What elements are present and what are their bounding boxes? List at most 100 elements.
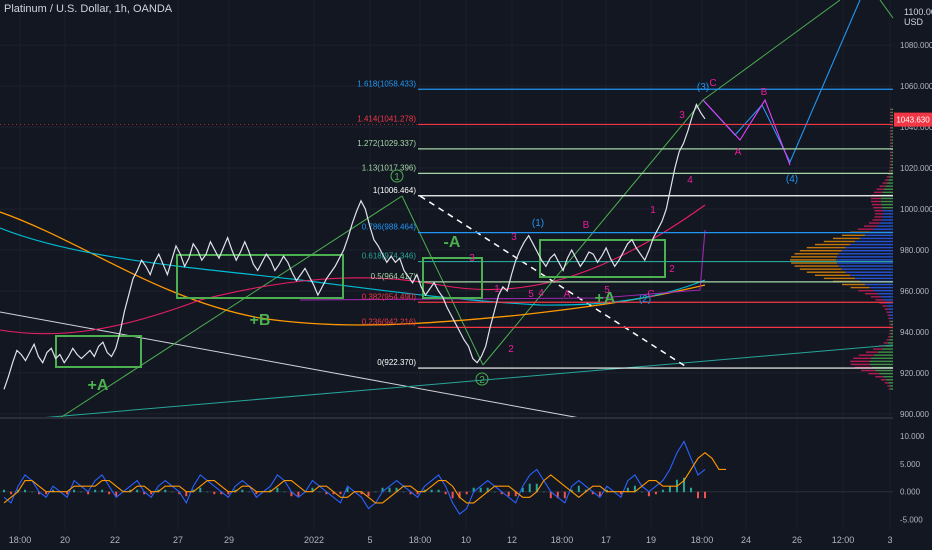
vp-bar: [888, 317, 891, 320]
vp-bar: [845, 246, 893, 249]
vp-bar: [890, 320, 893, 323]
osc-tick-label: 10.000: [900, 432, 925, 441]
time-tick-label: 10: [461, 535, 471, 545]
vp-bar: [879, 185, 886, 187]
fib-label: 0.786(988.464): [362, 223, 417, 232]
range-boxes: [55, 239, 666, 368]
osc-histogram-bar: [346, 487, 349, 493]
last-price-text: 1043.630: [896, 116, 930, 125]
wave-circle: [475, 372, 489, 386]
vp-bar: [836, 259, 893, 261]
osc-tick-label: 0.000: [900, 488, 921, 497]
osc-histogram-bar: [213, 491, 216, 495]
vp-bar: [874, 213, 884, 215]
osc-histogram-bar: [388, 487, 391, 493]
vp-bar: [889, 151, 892, 154]
last-price-box: [894, 112, 932, 127]
vp-bar: [883, 376, 893, 378]
wave-label-magenta: C: [647, 289, 654, 300]
time-tick-label: 18:00: [691, 535, 714, 545]
vp-bar: [891, 120, 893, 123]
time-axis[interactable]: 18:00 20 22 27 29 2022 5 18:00 10 12 18:00 17 19 18:0…: [9, 535, 893, 545]
channel-green-1: [59, 195, 403, 419]
axis-top-label: 1100.000: [904, 7, 932, 17]
vp-bar: [864, 225, 878, 227]
wave-label-magenta: 3: [469, 253, 475, 264]
vp-bar: [799, 268, 842, 270]
osc-histogram-bar: [178, 491, 181, 495]
osc-histogram-bar: [507, 491, 510, 497]
vp-bar: [890, 170, 893, 172]
osc-histogram-bar: [444, 491, 447, 495]
vp-bar: [870, 296, 881, 298]
vp-bar: [799, 250, 842, 252]
vp-bar: [873, 289, 893, 292]
time-tick-label: 27: [173, 535, 183, 545]
fib-label: 0(922.370): [377, 358, 416, 367]
osc-histogram-bar: [318, 491, 321, 493]
osc-histogram-bar: [619, 491, 622, 495]
currency-label[interactable]: 1100.000 USD: [904, 7, 932, 27]
vp-bar: [889, 145, 892, 147]
fib-label: 1.618(1058.433): [357, 79, 416, 88]
oscillator-axis[interactable]: 10.000 5.000 0.000 -5.000: [900, 432, 925, 525]
price-tick-label: 940.000: [900, 328, 929, 337]
vp-bar: [874, 354, 893, 356]
vp-bar: [850, 274, 893, 276]
vp-bar: [882, 216, 893, 218]
vp-bar: [877, 293, 893, 295]
time-tick-label: 17: [601, 535, 611, 545]
vp-bar: [871, 200, 881, 203]
osc-histogram-bar: [542, 491, 545, 493]
price-tick-label: 1020.000: [900, 164, 932, 173]
vp-bar: [889, 167, 892, 169]
vp-bar: [890, 108, 892, 111]
time-tick-label: 12: [507, 535, 517, 545]
vp-bar: [885, 345, 893, 347]
dashed-trendline: [419, 195, 686, 367]
time-tick-label: 24: [741, 535, 751, 545]
vp-bar: [873, 228, 893, 230]
vp-bar: [889, 176, 893, 178]
vp-bar: [879, 302, 886, 304]
osc-histogram-bar: [66, 491, 69, 495]
price-line: [3, 102, 706, 390]
vp-bar: [879, 222, 893, 224]
vp-bar: [806, 246, 846, 249]
vp-bar: [890, 317, 893, 320]
osc-histogram-bar: [402, 491, 405, 493]
wave-label-magenta: 4: [538, 288, 544, 299]
osc-histogram-bar: [570, 489, 573, 493]
vp-bar: [891, 133, 893, 135]
vp-bar: [876, 188, 885, 190]
vp-bar: [888, 382, 893, 384]
fib-label: 1.272(1029.337): [357, 139, 416, 148]
vp-bar: [814, 243, 851, 246]
vp-bar: [878, 351, 893, 353]
vp-bar: [857, 228, 874, 230]
vp-bar: [872, 219, 882, 221]
vp-bar: [880, 296, 893, 298]
osc-histogram-bar: [290, 491, 293, 497]
time-tick-label: 12:00: [832, 535, 855, 545]
osc-histogram-bar: [101, 489, 104, 493]
osc-histogram-bar: [493, 491, 496, 493]
vp-bar: [875, 376, 884, 378]
vp-bar: [889, 139, 892, 141]
vp-bar: [861, 369, 876, 372]
osc-histogram-bar: [94, 489, 97, 493]
wave-label-magenta: A: [735, 147, 742, 158]
vp-bar: [889, 332, 891, 335]
vp-bar: [869, 286, 893, 289]
osc-histogram-bar: [465, 491, 468, 495]
osc-histogram-bar: [276, 487, 279, 493]
osc-histogram-bar: [521, 487, 524, 493]
osc-histogram-bar: [332, 491, 335, 495]
osc-histogram-bar: [150, 491, 153, 495]
wave-label-green: 1: [394, 172, 400, 183]
vp-bar: [891, 111, 893, 114]
osc-histogram-bar: [220, 491, 223, 495]
osc-tick-label: -5.000: [900, 516, 923, 525]
price-axis[interactable]: 900.000 920.000 940.000 960.000 980.000 1000.…: [900, 41, 932, 419]
